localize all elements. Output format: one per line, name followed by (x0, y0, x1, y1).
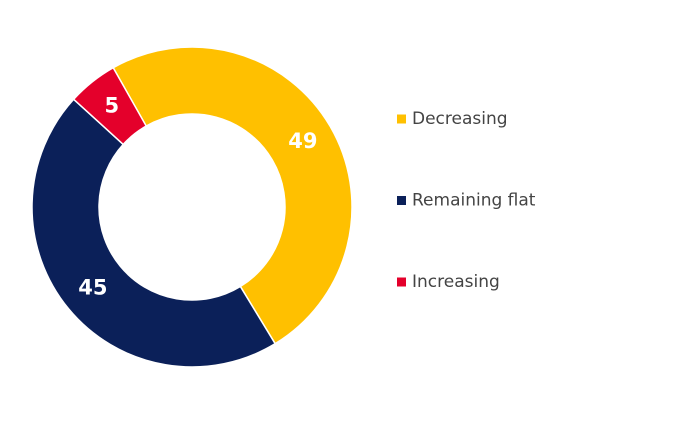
data-label: 5 (105, 94, 120, 118)
data-label: 45 (78, 276, 107, 300)
legend-label: Remaining flat (412, 191, 536, 211)
donut-slice (31, 98, 277, 368)
donut-slice (72, 66, 148, 146)
legend-swatch (397, 277, 406, 287)
donut-slice (112, 46, 353, 345)
legend-label: Decreasing (412, 109, 508, 129)
legend-swatch (397, 114, 406, 124)
legend-swatch (397, 196, 406, 205)
legend-label: Increasing (412, 272, 500, 292)
data-label: 49 (288, 129, 317, 153)
